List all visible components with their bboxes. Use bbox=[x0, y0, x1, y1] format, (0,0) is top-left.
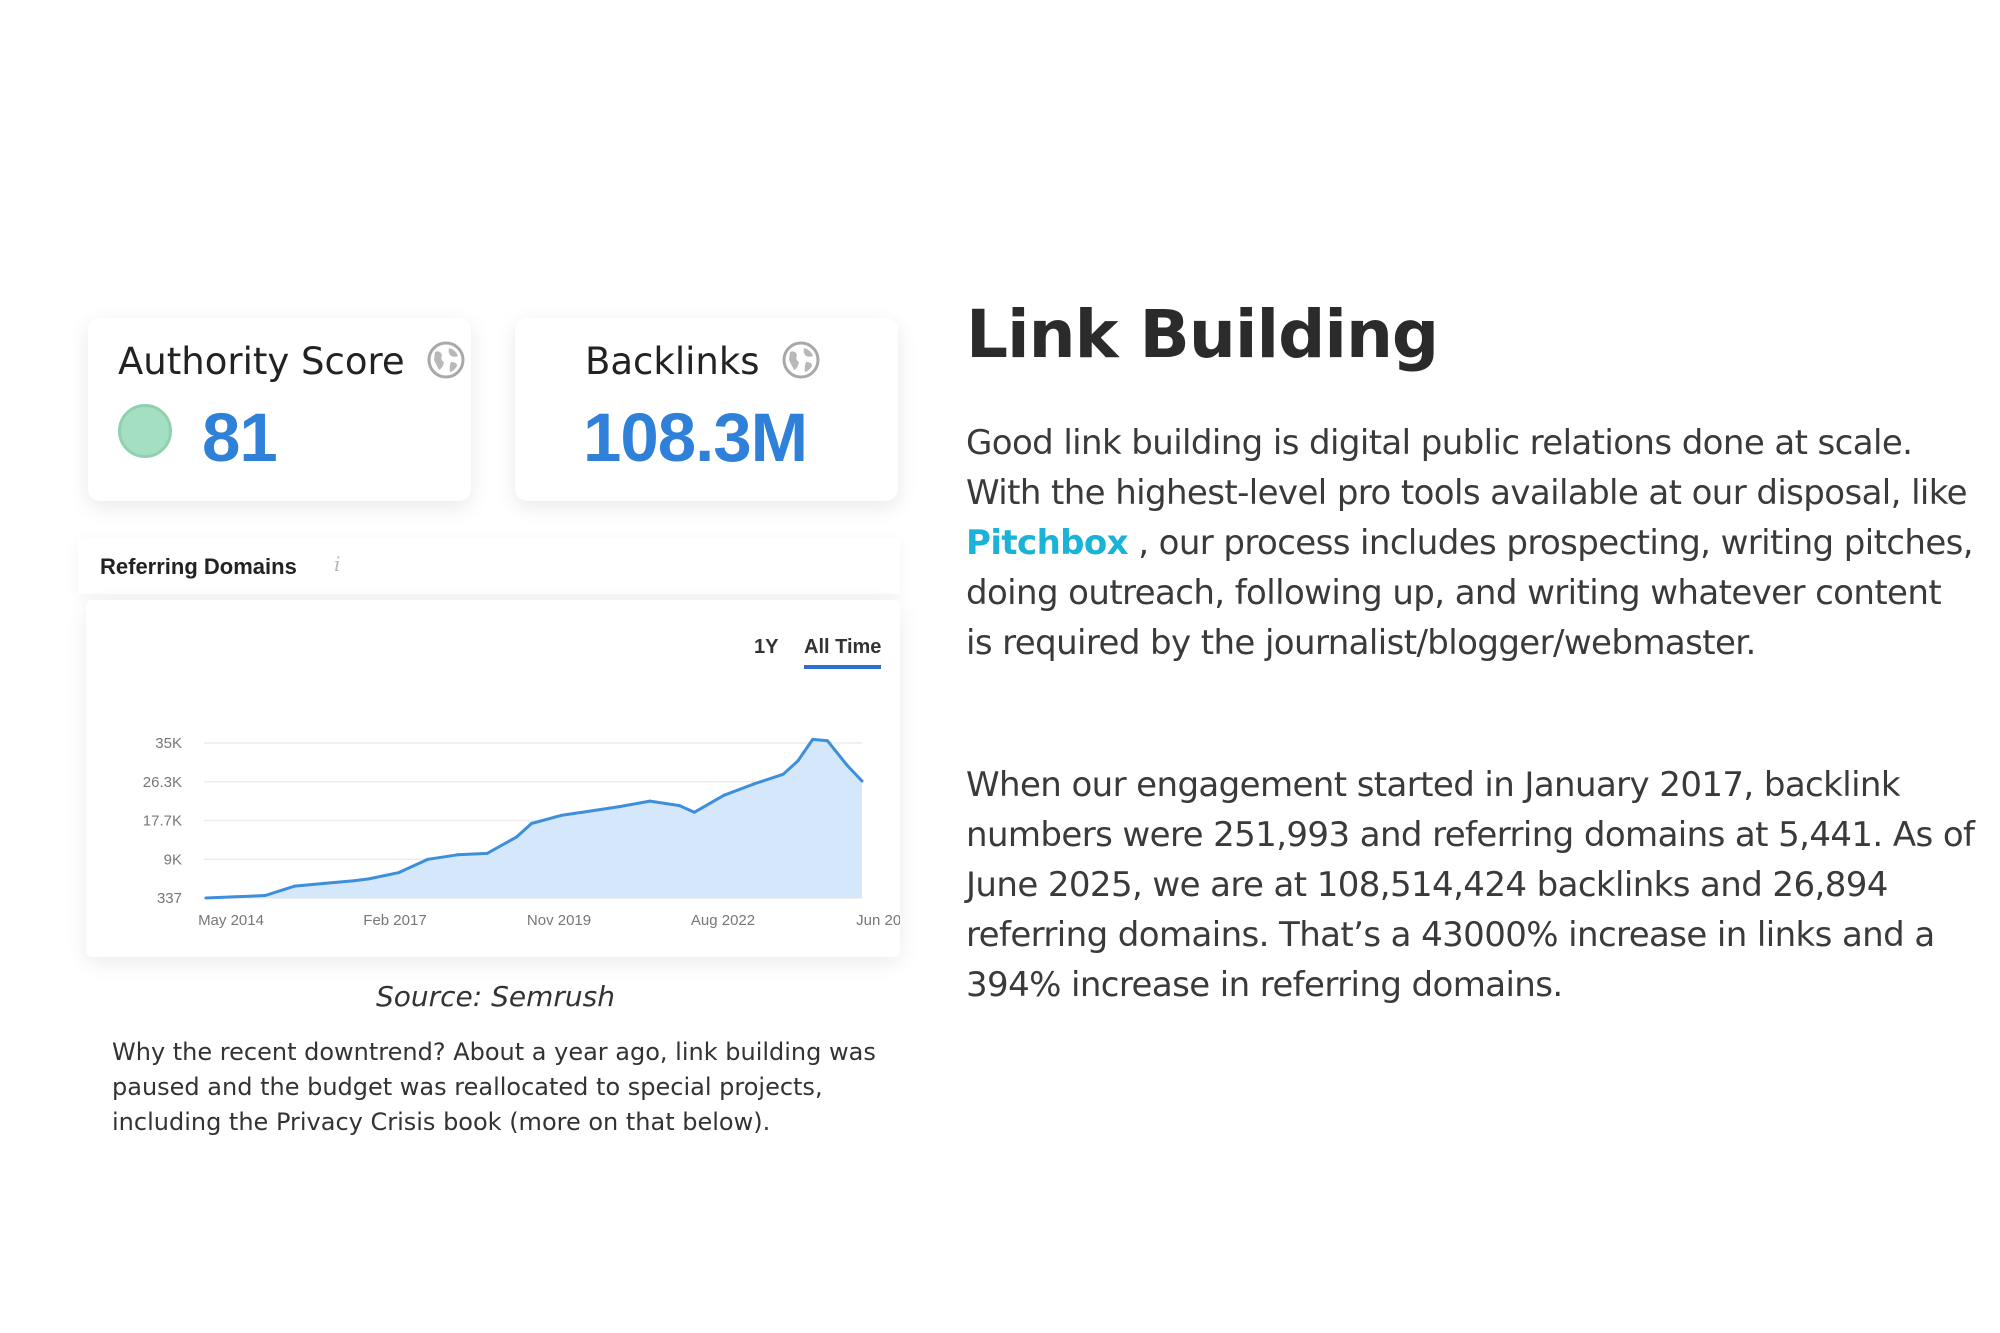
data-point bbox=[811, 737, 815, 741]
data-point bbox=[396, 871, 400, 875]
x-tick-label: May 2014 bbox=[198, 912, 264, 929]
data-point bbox=[367, 877, 371, 881]
data-point bbox=[752, 782, 755, 786]
range-1y-tab[interactable]: 1Y bbox=[754, 636, 779, 658]
data-point bbox=[845, 763, 849, 767]
backlinks-title: Backlinks bbox=[585, 340, 821, 384]
article-paragraph-1: Good link building is digital public rel… bbox=[966, 418, 1976, 668]
pitchbox-link[interactable]: Pitchbox bbox=[966, 523, 1129, 563]
y-tick-label: 35K bbox=[155, 735, 182, 752]
x-tick-label: Nov 2019 bbox=[527, 912, 591, 929]
data-point bbox=[485, 851, 489, 855]
authority-score-indicator bbox=[118, 404, 172, 458]
article-heading: Link Building bbox=[966, 296, 1439, 373]
series-area bbox=[206, 739, 862, 898]
source-caption: Source: Semrush bbox=[376, 980, 615, 1013]
globe-icon[interactable] bbox=[426, 340, 466, 380]
y-tick-label: 9K bbox=[164, 851, 182, 868]
downtrend-note: Why the recent downtrend? About a year a… bbox=[112, 1038, 876, 1136]
authority-score-value: 81 bbox=[202, 399, 278, 476]
data-point bbox=[589, 809, 593, 813]
data-point bbox=[204, 896, 208, 900]
y-tick-label: 337 bbox=[157, 890, 182, 907]
paragraph-1-text-end: , our process includes prospecting, writ… bbox=[966, 523, 1974, 663]
y-tick-label: 26.3K bbox=[143, 774, 182, 791]
article-paragraph-2: When our engagement started in January 2… bbox=[966, 765, 1975, 1005]
data-point bbox=[322, 881, 326, 885]
y-tick-label: 17.7K bbox=[143, 813, 182, 830]
authority-score-label: Authority Score bbox=[118, 340, 405, 383]
data-point bbox=[456, 853, 459, 857]
referring-domains-header: Referring Domains i bbox=[78, 538, 900, 594]
data-point bbox=[234, 895, 238, 899]
data-point bbox=[426, 857, 430, 861]
data-point bbox=[530, 822, 533, 825]
range-all-time-tab[interactable]: All Time bbox=[804, 636, 882, 669]
data-point bbox=[559, 813, 563, 817]
data-point bbox=[515, 835, 519, 839]
backlinks-value: 108.3M bbox=[583, 399, 808, 476]
info-icon[interactable]: i bbox=[334, 552, 341, 576]
paragraph-1-text-start: Good link building is digital public rel… bbox=[966, 423, 1968, 513]
backlinks-card: Backlinks 108.3M bbox=[515, 318, 898, 501]
globe-icon[interactable] bbox=[781, 340, 821, 380]
chart-canvas: 35K 26.3K 17.7K 9K 337 May 2014 Feb 2017 Nov 20… bbox=[143, 735, 900, 929]
data-point bbox=[352, 879, 356, 883]
x-tick-label: Feb 2017 bbox=[363, 912, 426, 929]
data-point bbox=[826, 739, 829, 743]
data-point bbox=[263, 894, 267, 897]
backlinks-label: Backlinks bbox=[585, 340, 760, 383]
data-point bbox=[692, 810, 696, 814]
data-point bbox=[860, 779, 864, 783]
data-point bbox=[648, 799, 652, 803]
data-point bbox=[781, 772, 785, 776]
authority-score-title: Authority Score bbox=[118, 340, 466, 384]
referring-domains-chart: 35K 26.3K 17.7K 9K 337 May 2014 Feb 2017 Nov 20… bbox=[86, 600, 900, 957]
data-point bbox=[293, 884, 297, 888]
x-tick-label: Jun 2025 bbox=[856, 912, 900, 929]
x-tick-label: Aug 2022 bbox=[691, 912, 755, 929]
data-point bbox=[796, 759, 800, 763]
authority-score-card: Authority Score 81 bbox=[88, 318, 471, 501]
data-point bbox=[722, 793, 726, 797]
data-point bbox=[618, 805, 622, 808]
referring-domains-title: Referring Domains bbox=[100, 554, 297, 579]
data-point bbox=[678, 804, 681, 808]
